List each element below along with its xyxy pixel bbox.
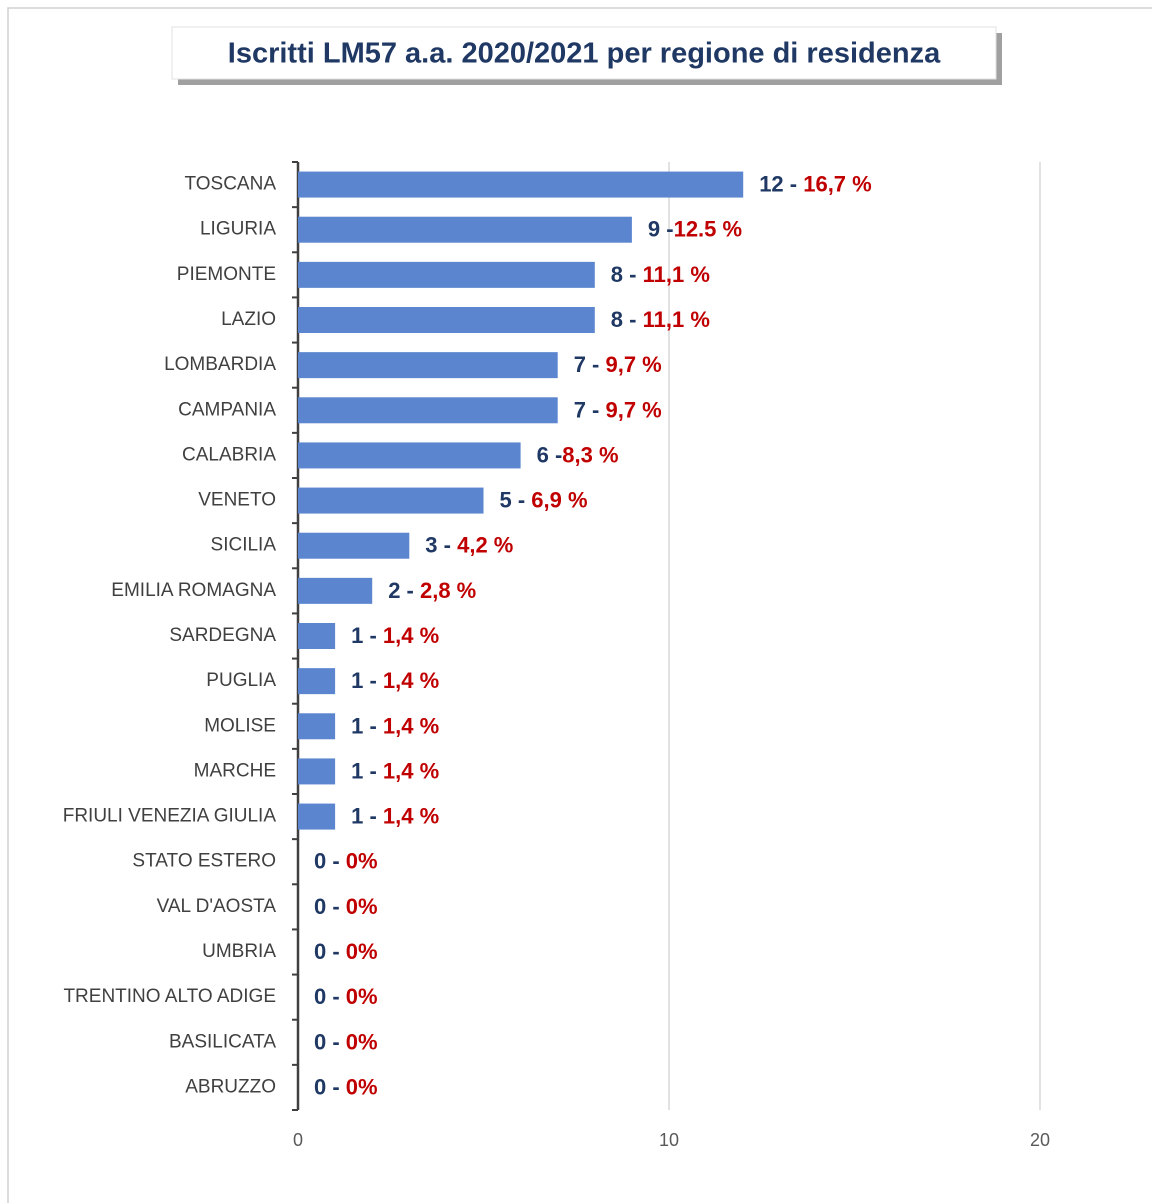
value-label: 0 - 0% xyxy=(314,849,378,874)
y-tick-label: BASILICATA xyxy=(169,1031,276,1052)
value-label: 12 - 16,7 % xyxy=(759,171,872,196)
bar xyxy=(298,803,336,830)
value-label: 1 - 1,4 % xyxy=(351,713,439,738)
title-box xyxy=(171,26,997,80)
x-tick-label: 0 xyxy=(293,1130,303,1150)
value-label: 1 - 1,4 % xyxy=(351,758,439,783)
y-tick-label: PUGLIA xyxy=(206,670,276,691)
bar xyxy=(298,171,744,198)
y-tick-label: EMILIA ROMAGNA xyxy=(111,580,276,601)
value-label: 0 - 0% xyxy=(314,939,378,964)
y-tick-label: CAMPANIA xyxy=(178,399,276,420)
x-tick-label: 20 xyxy=(1030,1130,1050,1150)
bar xyxy=(298,668,336,695)
value-label: 0 - 0% xyxy=(314,984,378,1009)
bar xyxy=(298,758,336,785)
value-label: 0 - 0% xyxy=(314,1074,378,1099)
y-tick-label: STATO ESTERO xyxy=(132,851,276,872)
y-tick-label: MOLISE xyxy=(204,715,276,736)
y-tick-label: SARDEGNA xyxy=(169,625,276,646)
chart-border xyxy=(7,7,1152,1203)
y-tick-label: CALABRIA xyxy=(182,444,276,465)
value-label: 9 -12.5 % xyxy=(648,217,742,242)
bar xyxy=(298,397,558,424)
y-tick-label: VAL D'AOSTA xyxy=(157,896,277,917)
value-label: 8 - 11,1 % xyxy=(611,307,710,332)
y-tick-label: LIGURIA xyxy=(200,219,276,240)
value-label: 7 - 9,7 % xyxy=(574,352,662,377)
value-label: 7 - 9,7 % xyxy=(574,397,662,422)
value-label: 1 - 1,4 % xyxy=(351,668,439,693)
y-tick-label: ABRUZZO xyxy=(185,1076,276,1097)
bar xyxy=(298,532,410,559)
bar xyxy=(298,713,336,740)
bar xyxy=(298,352,558,379)
y-tick-label: PIEMONTE xyxy=(177,264,276,285)
bar xyxy=(298,307,595,333)
y-tick-label: VENETO xyxy=(198,490,276,511)
value-label: 0 - 0% xyxy=(314,1029,378,1054)
value-label: 5 - 6,9 % xyxy=(500,487,588,512)
value-label: 0 - 0% xyxy=(314,894,378,919)
value-label: 1 - 1,4 % xyxy=(351,803,439,828)
y-tick-label: LOMBARDIA xyxy=(164,354,276,375)
bar xyxy=(298,261,595,288)
bar xyxy=(298,623,336,649)
y-tick-label: TOSCANA xyxy=(184,174,276,195)
bar xyxy=(298,216,632,243)
y-tick-label: SICILIA xyxy=(211,535,277,556)
value-label: 2 - 2,8 % xyxy=(388,578,476,603)
y-tick-label: MARCHE xyxy=(194,760,276,781)
y-tick-label: FRIULI VENEZIA GIULIA xyxy=(63,806,277,827)
bar xyxy=(298,487,484,514)
x-tick-label: 10 xyxy=(659,1130,679,1150)
bar xyxy=(298,442,521,469)
value-label: 8 - 11,1 % xyxy=(611,262,710,287)
y-tick-label: TRENTINO ALTO ADIGE xyxy=(63,986,276,1007)
value-label: 1 - 1,4 % xyxy=(351,623,439,648)
value-label: 6 -8,3 % xyxy=(537,442,619,467)
y-tick-label: LAZIO xyxy=(221,309,276,330)
y-tick-label: UMBRIA xyxy=(202,941,276,962)
bar xyxy=(298,577,373,604)
chart-title: Iscritti LM57 a.a. 2020/2021 per regione… xyxy=(228,38,941,70)
value-label: 3 - 4,2 % xyxy=(425,533,513,558)
